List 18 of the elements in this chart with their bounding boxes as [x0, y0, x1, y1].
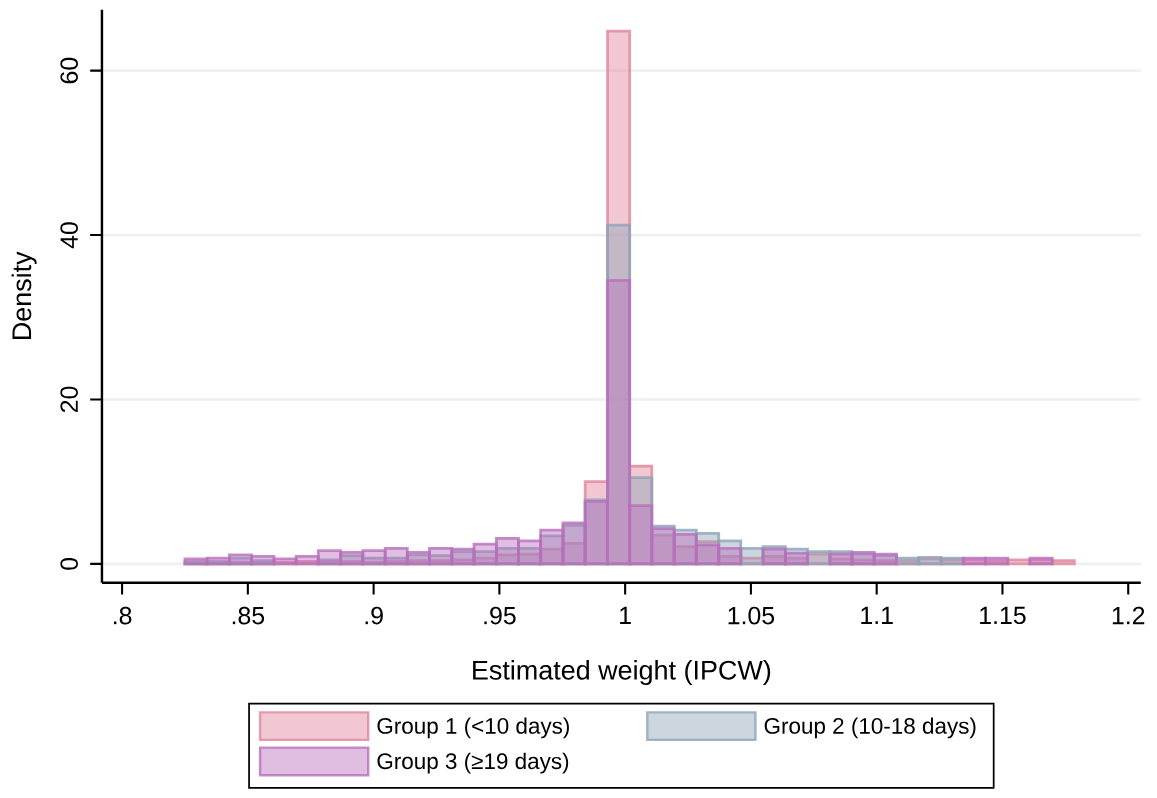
legend-label: Group 3 (≥19 days) [377, 752, 569, 774]
y-axis-title: Density [11, 251, 37, 339]
legend-label: Group 1 (<10 days) [377, 717, 569, 739]
x-axis-title: Estimated weight (IPCW) [473, 659, 771, 685]
legend-label: Group 2 (10-18 days) [764, 717, 976, 739]
x-tick-label: .8 [113, 606, 132, 625]
x-tick-label: .85 [232, 606, 265, 625]
x-tick-label: 1.15 [980, 606, 1026, 625]
y-tick-label: 20 [60, 386, 78, 413]
x-tick-label: 1.1 [861, 606, 893, 624]
x-tick-label: 1.2 [1112, 606, 1145, 625]
x-tick-label: .95 [484, 606, 516, 625]
y-tick-label: 60 [60, 57, 78, 84]
x-tick-label: .9 [365, 606, 383, 625]
y-tick-label: 0 [60, 557, 78, 570]
x-tick-label: 1.05 [728, 606, 775, 625]
x-tick-label: 1 [620, 606, 631, 624]
y-tick-label: 40 [60, 222, 78, 249]
